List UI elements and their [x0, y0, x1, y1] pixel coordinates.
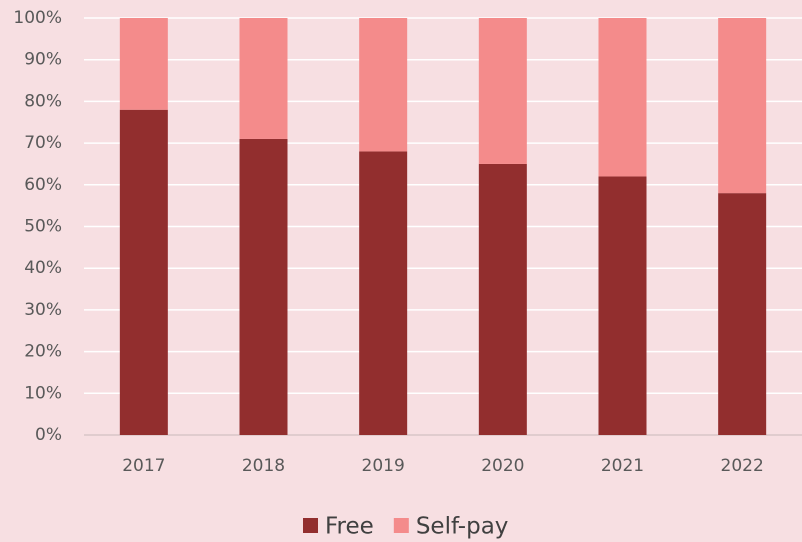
x-tick-label: 2017	[122, 456, 165, 476]
bar-segment	[119, 18, 168, 110]
bar-segment	[478, 18, 527, 164]
x-tick-label: 2020	[481, 456, 524, 476]
y-tick-label: 30%	[24, 300, 62, 320]
bar-segment	[598, 18, 647, 177]
bar-segment	[718, 193, 767, 435]
x-tick-label: 2021	[601, 456, 644, 476]
x-tick-label: 2018	[242, 456, 285, 476]
legend-label: Free	[325, 514, 374, 540]
bar-segment	[359, 18, 408, 152]
legend-swatch	[393, 518, 409, 533]
y-tick-label: 100%	[13, 8, 62, 28]
y-tick-label: 50%	[24, 217, 62, 237]
y-tick-label: 60%	[24, 175, 62, 195]
bar-segment	[359, 151, 408, 435]
x-tick-label: 2019	[362, 456, 405, 476]
y-tick-label: 90%	[24, 50, 62, 70]
bar-segment	[718, 18, 767, 194]
bar-segment	[598, 176, 647, 435]
y-tick-label: 40%	[24, 258, 62, 278]
legend-swatch	[303, 518, 318, 533]
bar-segment	[239, 18, 288, 139]
y-tick-label: 0%	[35, 425, 62, 445]
y-tick-label: 80%	[24, 91, 62, 111]
y-tick-label: 20%	[24, 342, 62, 362]
bar-segment	[119, 109, 168, 436]
x-tick-label: 2022	[721, 456, 764, 476]
y-tick-label: 10%	[24, 383, 62, 403]
y-tick-label: 70%	[24, 133, 62, 153]
bar-segment	[478, 163, 527, 435]
bar-segment	[239, 138, 288, 435]
legend-label: Self-pay	[416, 514, 509, 540]
